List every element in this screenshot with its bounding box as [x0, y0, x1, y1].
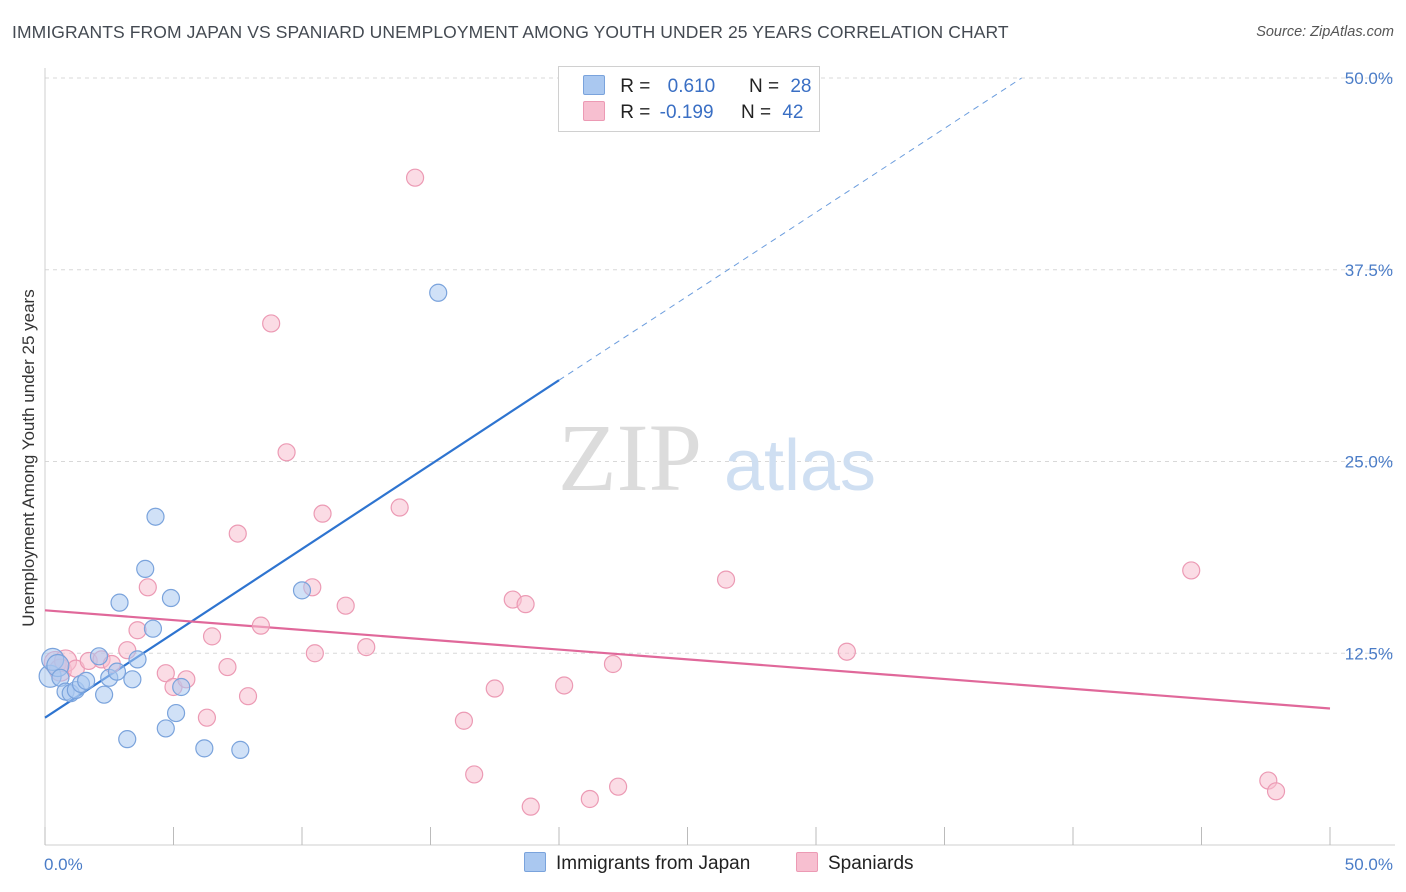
japan-point-22	[166, 703, 186, 723]
spain-r-value: -0.199	[659, 102, 714, 123]
spain-point-38	[716, 570, 736, 589]
bottom-legend-spain: Spaniards	[796, 852, 914, 875]
y-tick-label-2: 37.5%	[1345, 261, 1393, 280]
japan-point-15	[123, 670, 142, 689]
japan-swatch	[583, 75, 605, 95]
spain-point-14	[202, 627, 222, 646]
chart-title: IMMIGRANTS FROM JAPAN VS SPANIARD UNEMPL…	[12, 22, 1009, 42]
bottom-japan-label: Immigrants from Japan	[556, 853, 751, 874]
legend-row-spain: R = -0.199 N = 42	[583, 101, 803, 125]
spain-point-25	[357, 638, 376, 657]
trend-lines	[44, 77, 1331, 719]
spain-point-28	[454, 711, 474, 730]
japan-point-12	[107, 662, 127, 681]
bottom-legend-japan: Immigrants from Japan	[524, 852, 750, 875]
bottom-japan-swatch	[524, 852, 546, 872]
japan-point-18	[143, 619, 163, 638]
spain-r-label: R =	[620, 102, 651, 123]
spain-point-23	[313, 504, 332, 523]
japan-point-21	[161, 588, 181, 608]
spain-point-42	[1266, 782, 1286, 801]
legend-row-japan: R = 0.610 N = 28	[583, 75, 811, 99]
japan-point-17	[136, 559, 155, 578]
spain-point-27	[405, 168, 425, 187]
japan-point-10	[95, 685, 114, 704]
correlation-legend: R = 0.610 N = 28 R = -0.199 N = 42	[558, 66, 820, 132]
spain-point-37	[609, 777, 628, 796]
spain-point-34	[555, 676, 574, 695]
spain-trend-line	[44, 609, 1331, 710]
spain-point-22	[305, 644, 324, 663]
japan-points	[38, 283, 448, 759]
source-label: Source: ZipAtlas.com	[1256, 24, 1394, 40]
japan-point-19	[146, 507, 165, 526]
japan-n-label: N =	[748, 76, 780, 97]
japan-point-8	[77, 671, 96, 690]
watermark-zip: ZIP	[558, 404, 702, 511]
japan-point-26	[292, 581, 312, 600]
spain-swatch	[583, 101, 605, 121]
spain-n-value: 42	[782, 102, 804, 123]
x-tick-label-max: 50.0%	[1345, 855, 1393, 874]
spain-point-30	[485, 679, 504, 698]
spain-point-39	[837, 642, 856, 661]
spain-point-18	[251, 616, 270, 635]
japan-point-23	[172, 677, 191, 697]
spain-point-26	[390, 498, 409, 517]
tick-labels: 12.5% 25.0% 37.5% 50.0% 0.0% 50.0%	[44, 69, 1393, 874]
spain-point-24	[336, 596, 355, 615]
bottom-spain-swatch	[796, 852, 818, 872]
japan-n-value: 28	[790, 76, 812, 97]
japan-point-16	[128, 650, 147, 669]
spain-point-15	[218, 657, 237, 677]
spain-n-label: N =	[740, 102, 772, 123]
x-tick-label-min: 0.0%	[44, 855, 83, 874]
watermark: ZIP atlas	[558, 404, 876, 511]
japan-point-27	[429, 283, 448, 302]
spain-point-16	[228, 524, 247, 543]
axes	[44, 68, 1395, 846]
japan-point-25	[231, 740, 250, 759]
spain-point-9	[138, 578, 157, 597]
spain-point-35	[580, 789, 599, 809]
bottom-spain-label: Spaniards	[828, 853, 914, 874]
spain-point-13	[197, 708, 217, 727]
spain-point-32	[516, 595, 535, 614]
y-axis-label: Unemployment Among Youth under 25 years	[19, 289, 38, 626]
spain-point-17	[238, 687, 258, 706]
watermark-atlas: atlas	[724, 426, 876, 506]
spain-point-19	[262, 314, 281, 333]
spain-point-33	[521, 797, 540, 816]
japan-point-9	[89, 647, 109, 666]
japan-r-value: 0.610	[667, 76, 716, 97]
y-tick-label-1: 25.0%	[1345, 453, 1393, 472]
japan-point-20	[156, 719, 175, 738]
japan-point-14	[118, 730, 137, 749]
spain-point-10	[156, 664, 175, 683]
japan-point-24	[195, 739, 214, 758]
spain-point-20	[277, 443, 296, 462]
spain-point-40	[1182, 561, 1201, 580]
spain-point-8	[128, 621, 147, 640]
japan-point-13	[110, 593, 129, 612]
japan-trend-extension	[558, 77, 1022, 381]
y-tick-label-0: 12.5%	[1345, 644, 1393, 663]
japan-r-label: R =	[620, 76, 651, 97]
y-tick-label-3: 50.0%	[1345, 69, 1393, 88]
spain-point-36	[603, 654, 623, 674]
spain-point-29	[465, 765, 484, 784]
